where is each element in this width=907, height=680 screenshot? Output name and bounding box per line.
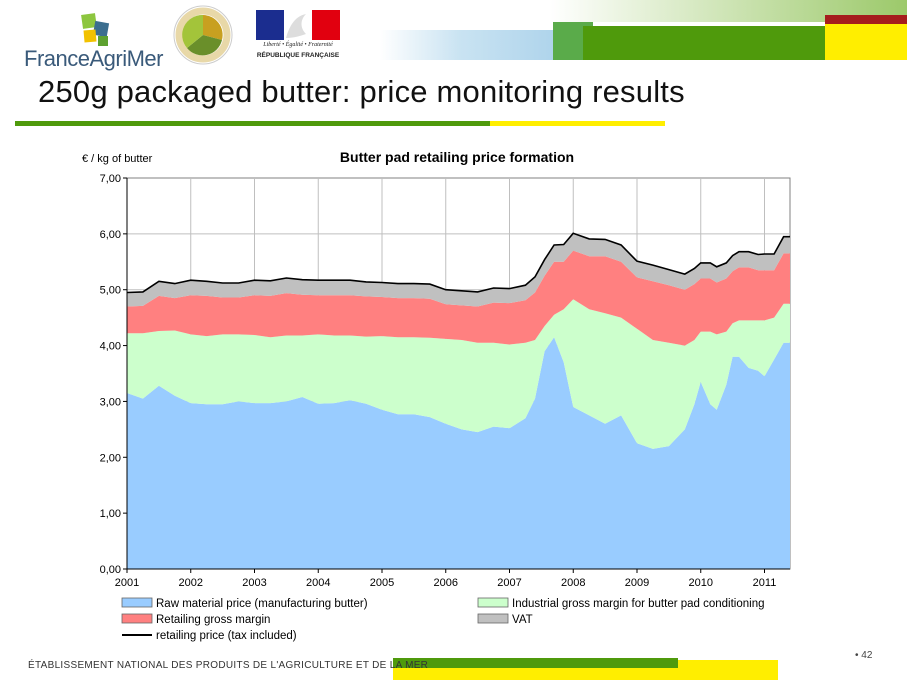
x-tick-label: 2001 — [115, 577, 139, 589]
y-tick-label: 0,00 — [100, 564, 121, 576]
area-retailing-margin — [127, 250, 790, 346]
title-underline-green — [15, 121, 490, 126]
y-tick-label: 3,00 — [100, 396, 121, 408]
legend-label: VAT — [512, 614, 533, 626]
legend-label: Industrial gross margin for butter pad c… — [512, 598, 765, 610]
y-axis-label: € / kg of butter — [82, 153, 153, 165]
area-industrial-margin — [127, 299, 790, 449]
y-tick-label: 4,00 — [100, 341, 121, 353]
page-number: • 42 — [855, 650, 873, 661]
footer-institution-text: ÉTABLISSEMENT NATIONAL DES PRODUITS DE L… — [28, 660, 429, 671]
y-tick-label: 5,00 — [100, 285, 121, 297]
page-title: 250g packaged butter: price monitoring r… — [38, 74, 685, 109]
rf-name: RÉPUBLIQUE FRANÇAISE — [256, 52, 340, 59]
legend-swatch — [477, 613, 509, 624]
x-tick-label: 2010 — [689, 577, 713, 589]
legend-label: Retailing gross margin — [156, 614, 270, 626]
x-tick-label: 2011 — [753, 577, 777, 589]
y-tick-label: 7,00 — [100, 173, 121, 185]
legend-label: Raw material price (manufacturing butter… — [156, 598, 368, 610]
legend-retail-price: retailing price (tax included) — [122, 630, 297, 642]
franceagrimer-logo: FranceAgriMer — [18, 10, 163, 71]
franceagrimer-wordmark: FranceAgriMer — [24, 46, 163, 71]
legend-retailing-margin: Retailing gross margin — [121, 613, 270, 626]
x-tick-label: 2004 — [306, 577, 330, 589]
x-tick-label: 2007 — [497, 577, 521, 589]
legend-label: retailing price (tax included) — [156, 630, 297, 642]
legend-swatch — [121, 597, 153, 608]
legend-industrial-margin: Industrial gross margin for butter pad c… — [477, 597, 765, 610]
y-tick-label: 1,00 — [100, 508, 121, 520]
y-tick-label: 2,00 — [100, 452, 121, 464]
republique-francaise-logo: Liberté • Égalité • Fraternité RÉPUBLIQU… — [256, 10, 340, 66]
retail-price-line — [126, 232, 790, 294]
legend-vat: VAT — [477, 613, 533, 626]
x-tick-label: 2006 — [434, 577, 458, 589]
x-tick-label: 2005 — [370, 577, 394, 589]
title-underline-yellow — [490, 121, 665, 126]
chart-title: Butter pad retailing price formation — [340, 149, 574, 165]
agriculture-seal-logo — [172, 4, 234, 66]
legend-swatch — [121, 613, 153, 624]
x-tick-label: 2009 — [625, 577, 649, 589]
area-vat — [127, 233, 790, 307]
franceagrimer-mark-icon — [81, 13, 110, 46]
y-tick-label: 6,00 — [100, 229, 121, 241]
area-raw-material — [127, 337, 790, 569]
x-tick-label: 2003 — [242, 577, 266, 589]
x-tick-label: 2008 — [561, 577, 585, 589]
x-tick-label: 2002 — [179, 577, 203, 589]
legend-raw-material: Raw material price (manufacturing butter… — [121, 597, 368, 610]
legend-swatch — [477, 597, 509, 608]
rf-motto: Liberté • Égalité • Fraternité — [263, 42, 333, 48]
